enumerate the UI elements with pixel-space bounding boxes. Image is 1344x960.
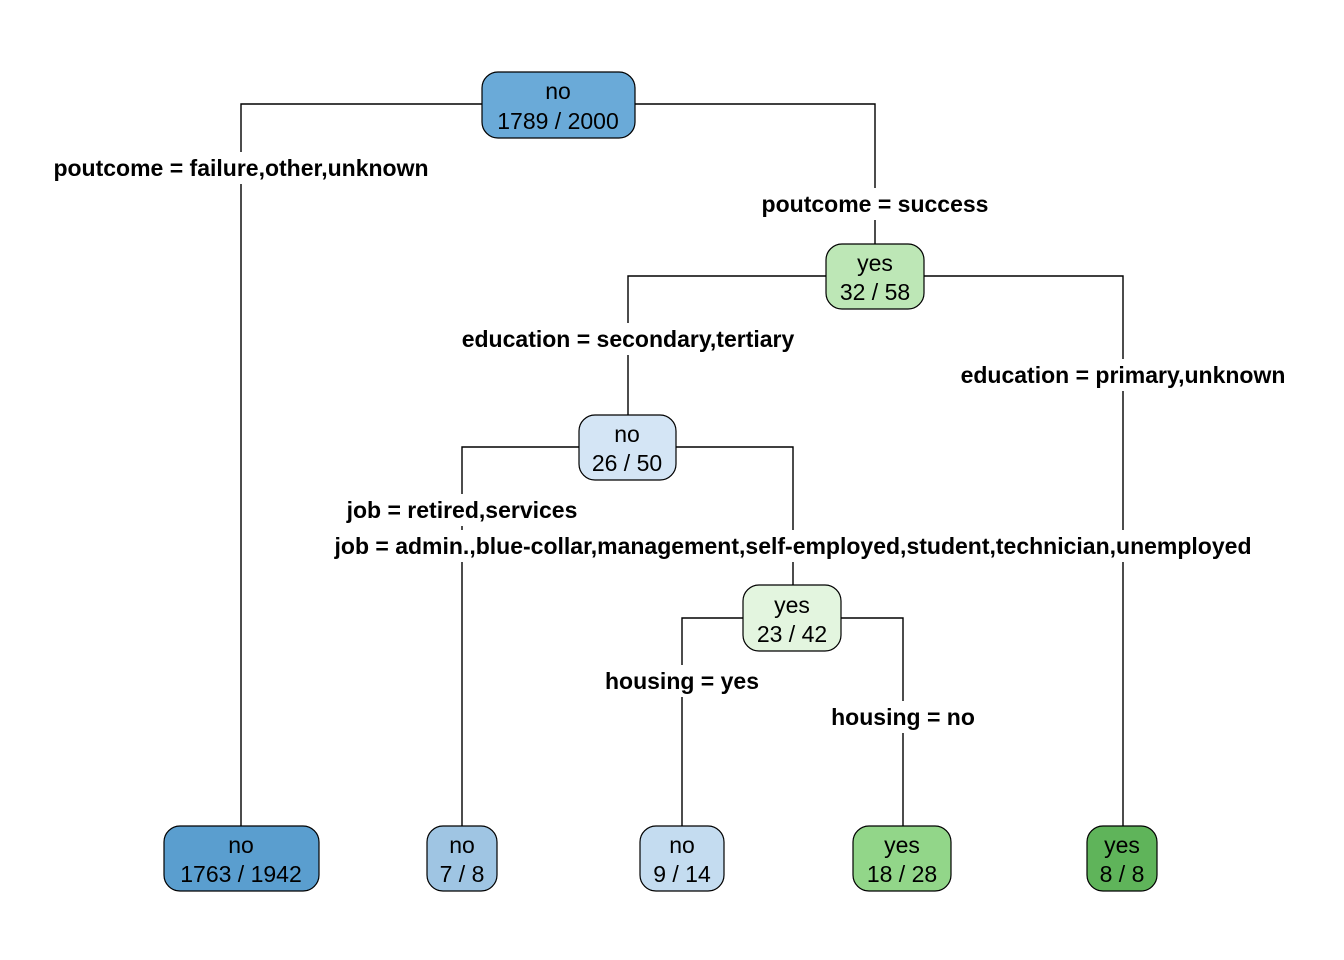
edge-success-right [924,275,1124,826]
split-education-right: education = primary,unknown [961,362,1286,388]
svg-text:7 / 8: 7 / 8 [440,861,485,887]
svg-text:no: no [669,832,695,858]
split-labels: poutcome = failure,other,unknown poutcom… [34,152,1304,733]
leaf-primary-unknown: yes 8 / 8 [1086,825,1158,892]
svg-text:32 / 58: 32 / 58 [840,279,910,305]
svg-text:1789 / 2000: 1789 / 2000 [497,108,619,134]
edge-root-left [240,103,482,826]
edge-edu-right [676,446,794,585]
leaf-failure: no 1763 / 1942 [163,825,320,892]
svg-text:9 / 14: 9 / 14 [653,861,711,887]
node-education: no 26 / 50 [578,414,677,481]
nodes: no 1789 / 2000 yes 32 / 58 no 26 / 50 ye… [163,71,1158,892]
svg-text:yes: yes [774,592,810,618]
svg-text:yes: yes [1104,832,1140,858]
split-job-left: job = retired,services [346,497,578,523]
split-poutcome-left: poutcome = failure,other,unknown [53,155,428,181]
node-poutcome-success: yes 32 / 58 [825,243,925,310]
edges [240,103,1124,826]
leaf-retired-services: no 7 / 8 [426,825,498,892]
edge-job-right [841,617,904,826]
node-job: yes 23 / 42 [742,584,842,652]
svg-text:yes: yes [857,250,893,276]
svg-text:23 / 42: 23 / 42 [757,621,827,647]
svg-text:no: no [228,832,254,858]
leaf-housing-no: yes 18 / 28 [852,825,952,892]
edge-edu-left [461,446,579,826]
svg-text:1763 / 1942: 1763 / 1942 [180,861,302,887]
svg-text:18 / 28: 18 / 28 [867,861,937,887]
split-education-left: education = secondary,tertiary [462,326,795,352]
edge-root-right [635,103,876,244]
edge-success-left [627,275,826,415]
split-housing-left: housing = yes [605,668,759,694]
svg-text:yes: yes [884,832,920,858]
svg-text:no: no [545,78,571,104]
svg-text:no: no [449,832,475,858]
node-root: no 1789 / 2000 [481,71,636,139]
svg-text:8 / 8: 8 / 8 [1100,861,1145,887]
split-job-right: job = admin.,blue-collar,management,self… [334,533,1252,559]
svg-text:no: no [614,421,640,447]
edge-job-left [681,617,743,826]
split-housing-right: housing = no [831,704,975,730]
svg-text:26 / 50: 26 / 50 [592,450,662,476]
leaf-housing-yes: no 9 / 14 [639,825,725,892]
split-poutcome-right: poutcome = success [762,191,989,217]
